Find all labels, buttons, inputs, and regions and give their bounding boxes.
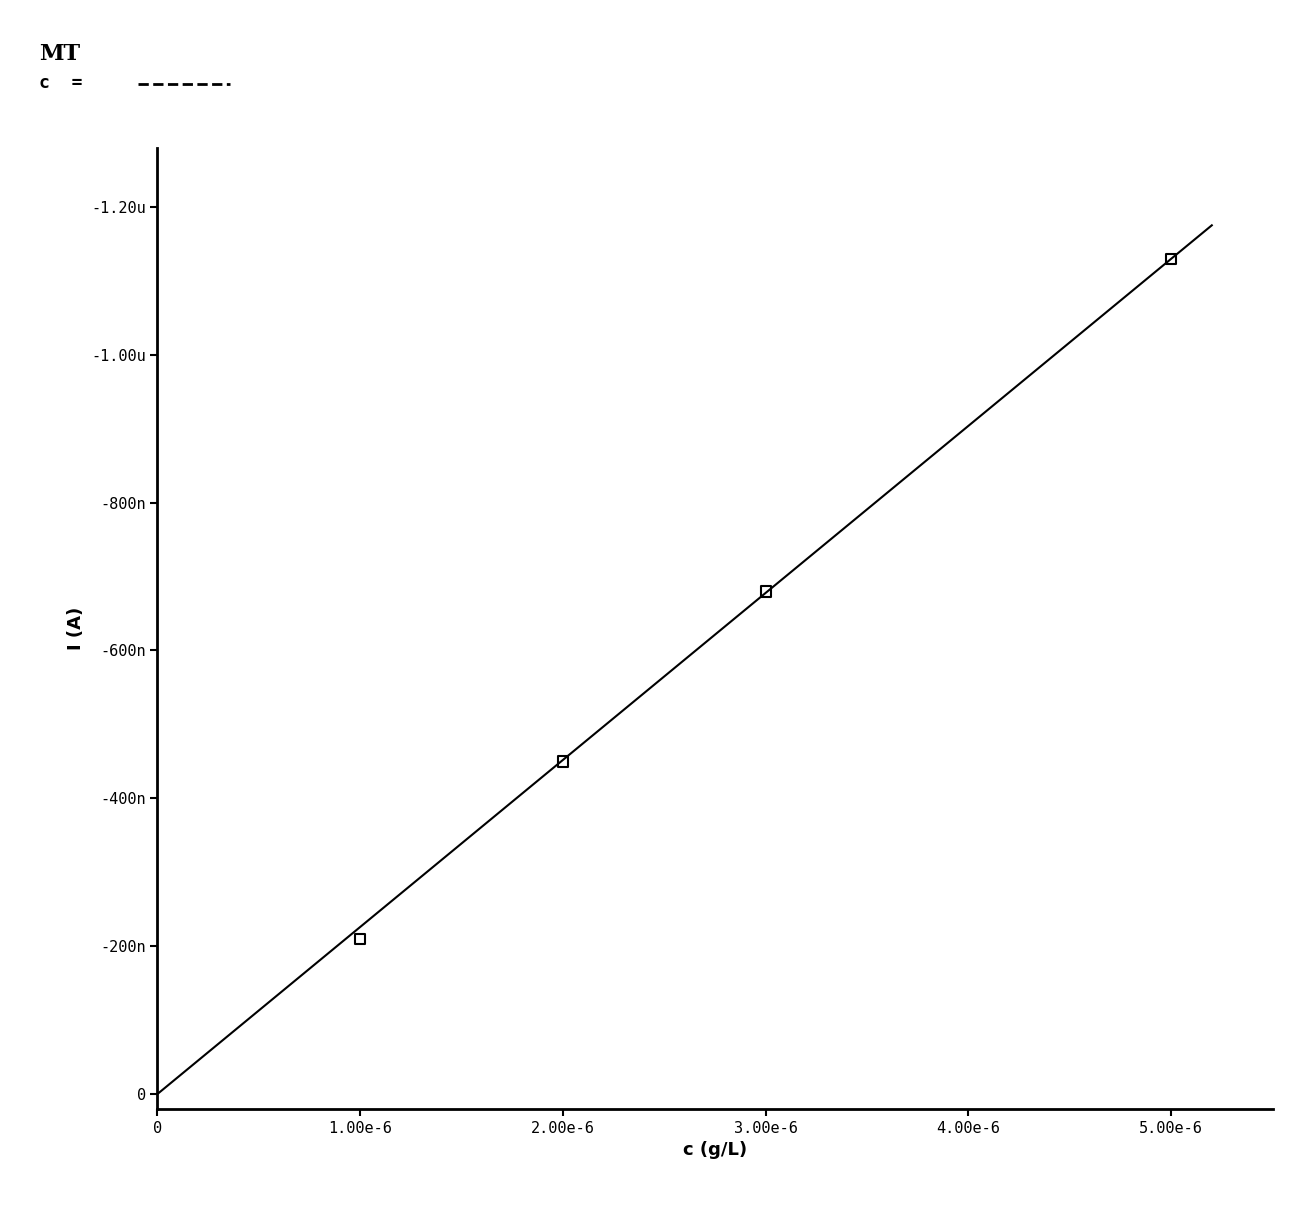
X-axis label: c (g/L): c (g/L) (684, 1141, 747, 1159)
Text: MT: MT (39, 43, 80, 65)
Text: c  =: c = (39, 74, 83, 92)
Y-axis label: I (A): I (A) (67, 606, 85, 650)
Point (350, 929, 371, 949)
Point (756, 582, 777, 601)
Point (1161, 249, 1182, 269)
Point (552, 752, 573, 771)
